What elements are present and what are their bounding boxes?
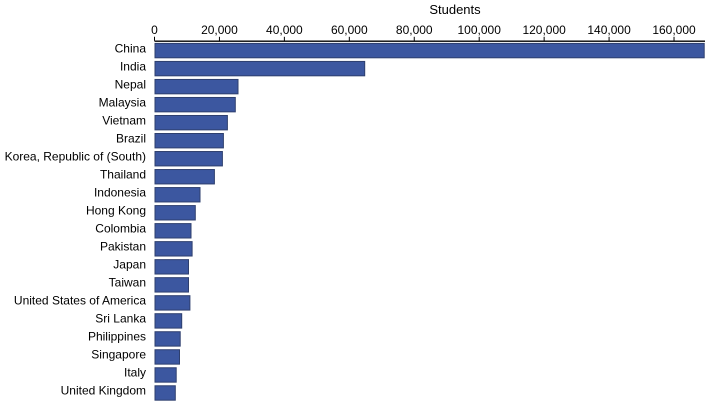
svg-text:Nepal: Nepal <box>115 77 146 91</box>
svg-text:China: China <box>115 41 147 55</box>
svg-text:Korea, Republic of (South): Korea, Republic of (South) <box>5 149 146 163</box>
svg-text:Vietnam: Vietnam <box>102 113 146 127</box>
svg-text:Taiwan: Taiwan <box>109 276 146 290</box>
svg-text:Indonesia: Indonesia <box>94 185 146 199</box>
svg-text:Pakistan: Pakistan <box>100 240 146 254</box>
svg-text:Japan: Japan <box>113 258 146 272</box>
svg-text:Philippines: Philippines <box>88 330 146 344</box>
svg-text:0: 0 <box>151 23 158 37</box>
svg-text:120,000: 120,000 <box>522 23 566 37</box>
svg-text:Students: Students <box>429 2 481 17</box>
svg-text:80,000: 80,000 <box>396 23 433 37</box>
svg-text:20,000: 20,000 <box>201 23 238 37</box>
svg-text:Thailand: Thailand <box>100 167 146 181</box>
svg-text:United States of America: United States of America <box>14 294 146 308</box>
svg-text:Colombia: Colombia <box>95 222 146 236</box>
svg-text:Singapore: Singapore <box>91 348 146 362</box>
svg-text:100,000: 100,000 <box>458 23 502 37</box>
svg-text:160,000: 160,000 <box>652 23 696 37</box>
svg-text:India: India <box>120 59 146 73</box>
svg-text:60,000: 60,000 <box>331 23 368 37</box>
svg-text:Brazil: Brazil <box>116 131 146 145</box>
svg-text:Italy: Italy <box>124 366 146 380</box>
svg-text:Malaysia: Malaysia <box>99 95 147 109</box>
svg-text:United Kingdom: United Kingdom <box>61 384 146 398</box>
svg-text:Hong Kong: Hong Kong <box>86 203 146 217</box>
svg-text:40,000: 40,000 <box>266 23 303 37</box>
svg-text:Sri Lanka: Sri Lanka <box>95 312 146 326</box>
svg-text:140,000: 140,000 <box>587 23 631 37</box>
